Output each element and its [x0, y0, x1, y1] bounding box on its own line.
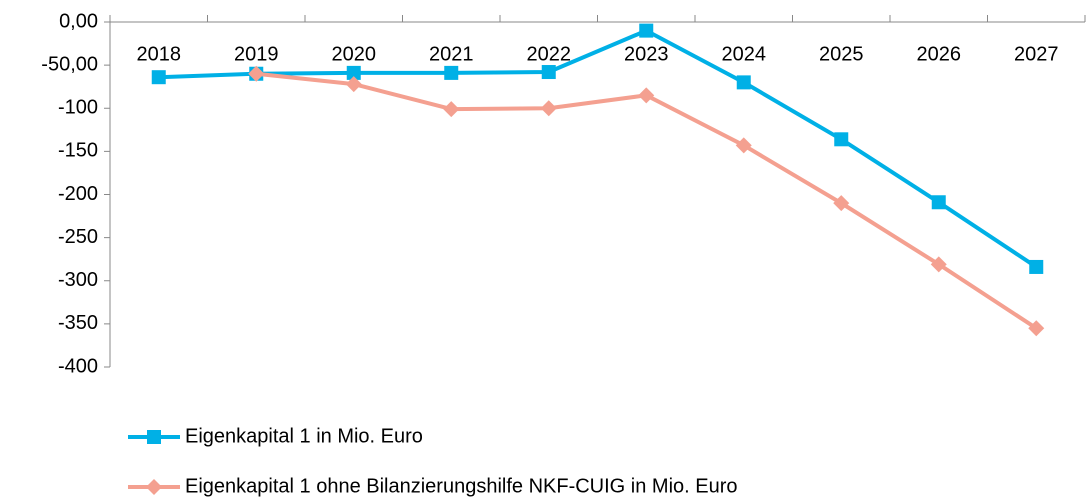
data-point — [931, 195, 946, 210]
y-tick-label: -400 — [58, 355, 98, 377]
legend-marker — [146, 479, 162, 495]
x-tick-label: 2024 — [722, 43, 767, 65]
data-point — [1028, 320, 1045, 337]
data-point — [541, 65, 556, 80]
legend-label: Eigenkapital 1 in Mio. Euro — [185, 425, 423, 447]
x-tick-label: 2023 — [624, 43, 669, 65]
data-point — [834, 132, 849, 147]
x-tick-label: 2019 — [234, 43, 279, 65]
x-tick-label: 2025 — [819, 43, 864, 65]
y-tick-label: -100 — [58, 97, 98, 119]
x-tick-label: 2027 — [1014, 43, 1059, 65]
y-tick-label: -350 — [58, 312, 98, 334]
y-tick-label: -150 — [58, 140, 98, 162]
data-point — [639, 23, 654, 38]
data-point — [638, 87, 655, 104]
data-point — [444, 65, 459, 80]
data-point — [346, 65, 361, 80]
x-tick-label: 2026 — [917, 43, 962, 65]
data-point — [930, 256, 947, 273]
data-point — [540, 100, 557, 117]
data-point — [736, 75, 751, 90]
data-point — [248, 65, 265, 82]
legend-marker — [147, 430, 161, 444]
data-point — [443, 101, 460, 118]
x-tick-label: 2021 — [429, 43, 474, 65]
data-point — [1029, 259, 1044, 274]
data-point — [735, 137, 752, 154]
data-point — [151, 70, 166, 85]
x-tick-label: 2022 — [527, 43, 572, 65]
data-point — [345, 76, 362, 93]
y-tick-label: -200 — [58, 183, 98, 205]
x-tick-label: 2018 — [137, 43, 182, 65]
data-point — [833, 195, 850, 212]
y-tick-label: -300 — [58, 269, 98, 291]
series-line — [158, 28, 1038, 269]
series-line — [256, 71, 1038, 330]
y-tick-label: -250 — [58, 226, 98, 248]
legend-label: Eigenkapital 1 ohne Bilanzierungshilfe N… — [185, 475, 738, 497]
y-tick-label: 0,00 — [59, 10, 98, 32]
y-tick-label: -50,00 — [41, 53, 98, 75]
x-tick-label: 2020 — [332, 43, 377, 65]
